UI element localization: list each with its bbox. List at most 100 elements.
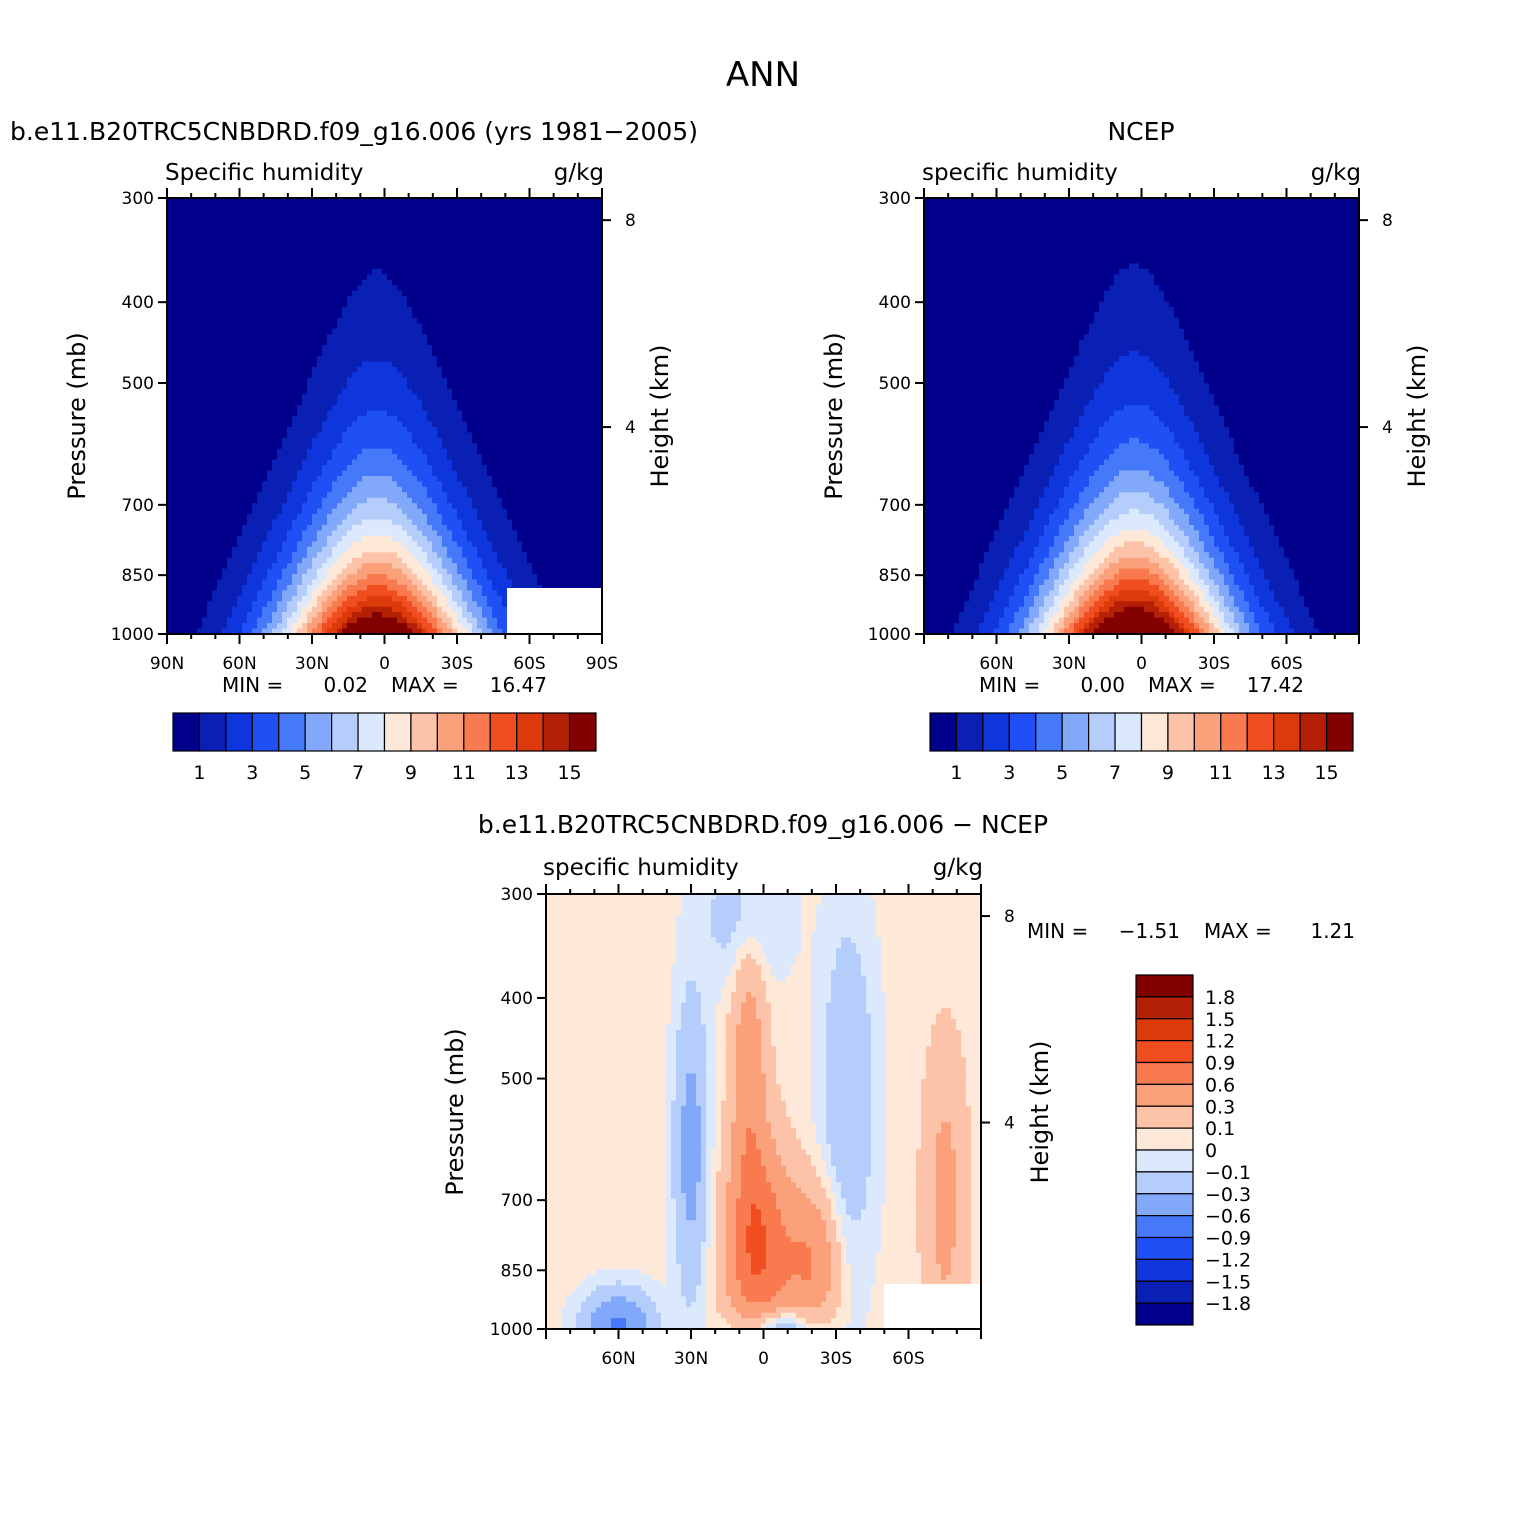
panel-model-contour-cell (167, 486, 263, 493)
panel-diff-contour-cell (721, 1144, 732, 1151)
panel-model-contour-cell (482, 454, 602, 461)
panel-ncep-contour-cell (1119, 579, 1150, 586)
panel-ncep-contour-cell (1039, 568, 1050, 575)
panel-ncep-contour-cell (924, 323, 1090, 330)
panel-ncep-contour-cell (1084, 552, 1095, 559)
panel-model-contour-cell (437, 356, 602, 363)
panel-diff-contour-cell (791, 970, 812, 977)
panel-model-contour-cell (312, 486, 333, 493)
panel-ncep-contour-cell (1104, 459, 1170, 466)
panel-diff-contour-cell (746, 1225, 767, 1232)
panel-diff-contour-cell (971, 1127, 981, 1134)
panel-model-contour-cell (442, 574, 453, 581)
panel-ncep-contour-cell (1119, 492, 1150, 499)
panel-model-contour-cell (312, 541, 328, 548)
panel-diff-contour-cell (811, 1008, 827, 1015)
panel-model-contour-cell (362, 519, 393, 526)
panel-model-contour-cell (432, 541, 443, 548)
panel-diff-contour-cell (886, 1176, 917, 1183)
panel-ncep-contour-cell (1264, 503, 1359, 510)
panel-ncep-contour-cell (924, 503, 1010, 510)
panel-ncep-contour-cell (1069, 557, 1080, 564)
panel-diff-contour-cell (826, 1046, 872, 1053)
panel-diff-contour-cell (666, 1040, 677, 1047)
panel-diff-contour-cell (726, 1187, 742, 1194)
panel-ncep-contour-cell (994, 628, 1010, 634)
panel-model-contour-cell (407, 377, 448, 384)
panel-diff-contour-cell (726, 1035, 737, 1042)
panel-model-contour-cell (367, 410, 388, 417)
panel-diff-contour-cell (956, 1236, 972, 1243)
panel-diff-contour-cell (686, 997, 702, 1004)
panel-diff-contour-cell (726, 1220, 737, 1227)
panel-model-contour-cell (467, 606, 483, 613)
panel-ncep-contour-cell (1124, 541, 1145, 548)
panel-diff-contour-cell (696, 1209, 707, 1216)
panel-diff-contour-cell (696, 1193, 707, 1200)
panel-diff-contour-cell (666, 1176, 672, 1183)
panel-ncep-contour-cell (1174, 312, 1359, 319)
panel-model-contour-cell (477, 623, 488, 630)
panel-ncep-contour-cell (1179, 623, 1185, 630)
panel-model-contour-cell (167, 225, 602, 232)
panel-ncep-contour-cell (1099, 301, 1170, 308)
panel-ncep-contour-cell (1239, 557, 1260, 564)
panel-model-contour-cell (317, 508, 333, 515)
panel-ncep-contour-cell (1024, 595, 1035, 602)
panel-ncep-contour-cell (1154, 475, 1180, 482)
panel-diff-contour-cell (761, 1062, 777, 1069)
panel-diff-contour-cell (706, 1290, 717, 1297)
panel-diff-contour-cell (716, 1100, 722, 1107)
panel-model-contour-cell (497, 486, 602, 493)
panel-ncep-contour-cell (1219, 584, 1230, 591)
panel-model-min-value: 0.02 (323, 673, 368, 697)
panel-diff-contour-cell (926, 1051, 962, 1058)
panel-ncep-contour-cell (924, 584, 975, 591)
panel-diff-contour-cell (666, 1160, 672, 1167)
panel-diff-contour-cell (831, 1176, 837, 1183)
panel-ncep-contour-cell (1179, 568, 1190, 575)
panel-diff-contour-cell (546, 1051, 667, 1058)
panel-ncep-contour-cell (1074, 606, 1080, 613)
panel-model-contour-cell (167, 214, 602, 221)
panel-ncep-contour-cell (1244, 590, 1255, 597)
panel-model-contour-cell (492, 481, 602, 488)
panel-model-contour-cell (427, 568, 438, 575)
panel-diff-contour-cell (666, 1035, 677, 1042)
panel-model-colorbar-box (542, 712, 571, 752)
panel-diff-contour-cell (726, 1193, 742, 1200)
panel-ncep-contour-cell (1114, 361, 1155, 368)
panel-diff-contour-cell (711, 1203, 717, 1210)
panel-diff-contour-cell (776, 1078, 812, 1085)
panel-diff-contour-cell (886, 1182, 917, 1189)
panel-model-contour-cell (432, 345, 602, 352)
panel-diff-contour-cell (681, 1133, 702, 1140)
panel-model-contour-cell (217, 584, 243, 591)
panel-diff-contour-cell (736, 1089, 767, 1096)
panel-diff-contour-cell (676, 1247, 702, 1254)
panel-ncep-contour-cell (1199, 481, 1220, 488)
panel-model-contour-cell (262, 628, 273, 634)
panel-diff-contour-cell (726, 1285, 742, 1292)
panel-ncep-contour-cell (1079, 465, 1100, 472)
panel-ncep-contour-cell (1034, 574, 1050, 581)
panel-model-contour-cell (362, 475, 393, 482)
panel-ncep-colorbar: 1 3 5 7 9 11 13 15 (929, 712, 1354, 784)
panel-ncep-contour-cell (924, 459, 1030, 466)
panel-diff-contour-cell (736, 1242, 747, 1249)
panel-model-contour-cell (332, 508, 353, 515)
panel-ncep-contour-cell (1029, 454, 1060, 461)
panel-ncep-contour-cell (924, 383, 1065, 390)
panel-model-contour-cell (342, 535, 363, 542)
panel-model-contour-cell (407, 301, 602, 308)
panel-diff-contour-cell (846, 1258, 877, 1265)
panel-diff-contour-cell (816, 1127, 827, 1134)
panel-diff-contour-cell (726, 1203, 737, 1210)
panel-model-contour-cell (297, 514, 313, 521)
panel-diff-contour-cell (676, 1084, 687, 1091)
panel-diff-contour-cell (951, 1269, 972, 1276)
panel-ncep-contour-cell (999, 519, 1030, 526)
panel-ncep-contour-cell (1224, 421, 1359, 428)
panel-diff-contour-cell (711, 1176, 717, 1183)
panel-model-contour-cell (167, 230, 602, 237)
